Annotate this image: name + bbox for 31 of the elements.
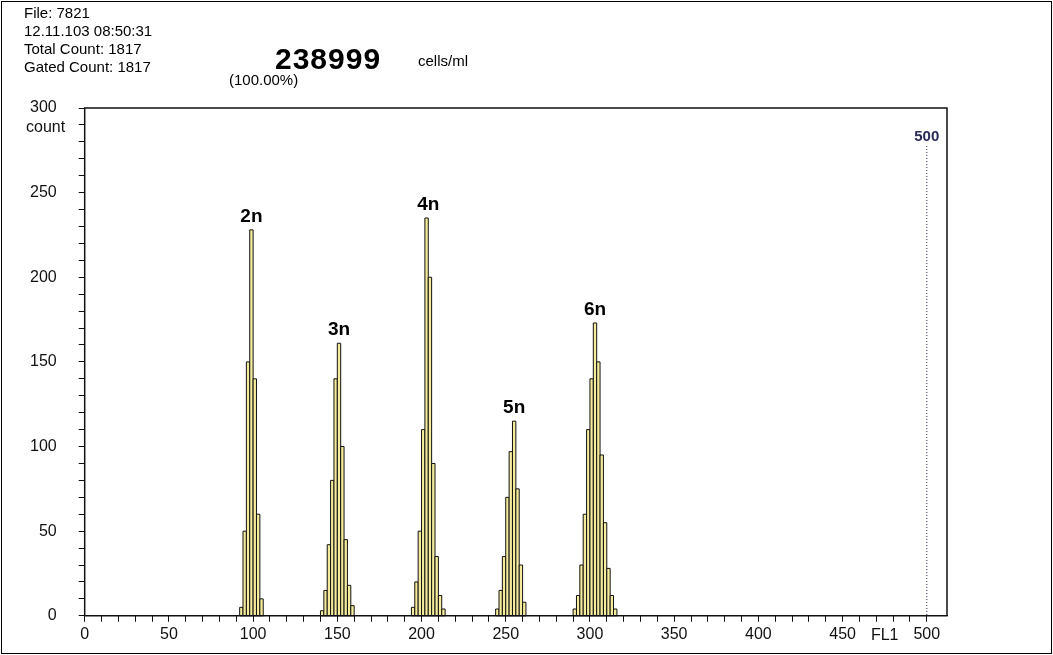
x-tick-label: 350 bbox=[660, 624, 688, 642]
ref-line-label: 500 bbox=[914, 126, 940, 144]
y-tick-label: 150 bbox=[29, 352, 57, 370]
x-tick-label: 500 bbox=[913, 624, 941, 642]
x-axis-title: FL1 bbox=[870, 626, 899, 644]
y-tick-label: 300 bbox=[29, 98, 57, 116]
y-tick-label: 50 bbox=[38, 521, 57, 539]
y-tick-label: 100 bbox=[29, 436, 57, 454]
y-tick-label: 250 bbox=[29, 183, 57, 201]
annotation: 4n bbox=[417, 192, 440, 214]
annotation: 2n bbox=[240, 204, 263, 226]
x-tick-label: 300 bbox=[576, 624, 604, 642]
x-tick-label: 150 bbox=[323, 624, 351, 642]
y-tick-label: 0 bbox=[47, 606, 57, 624]
annotation: 5n bbox=[503, 395, 526, 417]
x-tick-label: 250 bbox=[492, 624, 520, 642]
y-tick-label: 200 bbox=[29, 267, 57, 285]
text: cells/ml bbox=[418, 52, 469, 69]
x-tick-label: 100 bbox=[239, 624, 267, 642]
x-tick-label: 50 bbox=[160, 624, 178, 642]
x-tick-label: 450 bbox=[829, 624, 857, 642]
text: Gated Count: 1817 bbox=[24, 58, 151, 75]
text: File: 7821 bbox=[24, 4, 90, 21]
x-tick-label: 400 bbox=[745, 624, 772, 642]
text: Total Count: 1817 bbox=[24, 40, 142, 57]
annotation: 6n bbox=[583, 297, 607, 319]
x-tick-label: 200 bbox=[408, 624, 435, 642]
x-tick-label: 0 bbox=[80, 624, 90, 642]
annotation: 3n bbox=[327, 318, 351, 340]
y-axis-title: count bbox=[26, 118, 66, 136]
text: 12.11.103 08:50:31 bbox=[24, 22, 153, 39]
